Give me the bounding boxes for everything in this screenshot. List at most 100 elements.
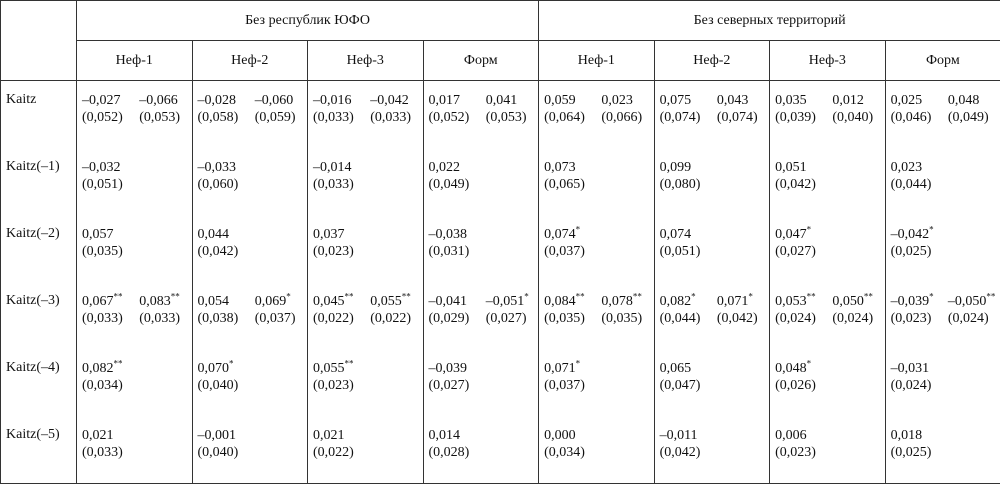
table-cell: 0,017 (0,052)	[423, 81, 481, 149]
standard-error: (0,064)	[544, 110, 585, 125]
standard-error: (0,035)	[544, 311, 585, 326]
table-cell	[481, 148, 539, 215]
coef-line: 0,065	[660, 360, 712, 377]
significance: **	[345, 291, 354, 301]
table-cell: –0,011(0,042)	[654, 416, 712, 484]
table-cell	[365, 349, 423, 416]
se-line: (0,024)	[891, 377, 943, 394]
table-cell: 0,035(0,039)	[770, 81, 828, 149]
se-line: (0,053)	[486, 109, 538, 126]
standard-error: (0,022)	[313, 311, 354, 326]
standard-error: (0,024)	[832, 311, 873, 326]
coefficient: –0,032	[82, 160, 121, 175]
se-line: (0,028)	[429, 444, 481, 461]
se-line: (0,029)	[429, 310, 481, 327]
table-cell: 0,044(0,042)	[192, 215, 250, 282]
coef-line: –0,014	[313, 159, 365, 176]
data-row: Kaitz(–3)0,067**(0,033)0,083**(0,033)0,0…	[1, 282, 1000, 349]
coefficient: –0,042	[891, 227, 930, 242]
se-line: (0,074)	[717, 109, 769, 126]
coef-line: 0,017	[429, 92, 481, 109]
coefficient: 0,018	[891, 428, 923, 443]
coefficient: 0,014	[429, 428, 461, 443]
standard-error: (0,027)	[429, 378, 470, 393]
coef-line: 0,018	[891, 427, 943, 444]
table-cell	[827, 148, 885, 215]
table-cell: 0,006(0,023)	[770, 416, 828, 484]
data-row: Kaitz(–1)–0,032(0,051)–0,033(0,060)–0,01…	[1, 148, 1000, 215]
coef-line: 0,099	[660, 159, 712, 176]
table-cell: 0,073(0,065)	[539, 148, 597, 215]
table-cell: 0,078**(0,035)	[596, 282, 654, 349]
standard-error: (0,047)	[660, 378, 701, 393]
coef-line: 0,053**	[775, 293, 827, 310]
coef-line: 0,012	[832, 92, 884, 109]
row-label: Kaitz(–2)	[1, 215, 77, 282]
coef-line: 0,021	[82, 427, 134, 444]
coefficient: 0,054	[198, 294, 230, 309]
coefficient: 0,023	[891, 160, 923, 175]
se-line: (0,064)	[544, 109, 596, 126]
table-cell: 0,023(0,066)	[596, 81, 654, 149]
standard-error: (0,034)	[544, 445, 585, 460]
standard-error: (0,037)	[255, 311, 296, 326]
row-label: Kaitz(–5)	[1, 416, 77, 484]
standard-error: (0,025)	[891, 244, 932, 259]
se-line: (0,042)	[660, 444, 712, 461]
table-cell: 0,051(0,042)	[770, 148, 828, 215]
table-cell: 0,069*(0,037)	[250, 282, 308, 349]
table-cell	[365, 148, 423, 215]
coefficient: 0,017	[429, 93, 461, 108]
coef-line: –0,042*	[891, 226, 943, 243]
coefficient: –0,028	[198, 93, 237, 108]
table-cell: –0,039*(0,023)	[885, 282, 943, 349]
coef-line: 0,037	[313, 226, 365, 243]
se-line: (0,024)	[948, 310, 1000, 327]
standard-error: (0,052)	[429, 110, 470, 125]
coef-line: –0,060	[255, 92, 307, 109]
standard-error: (0,051)	[82, 177, 123, 192]
coef-line: –0,027	[82, 92, 134, 109]
coefficient: 0,074	[544, 227, 576, 242]
row-label: Kaitz	[1, 81, 77, 149]
table-cell: 0,037(0,023)	[308, 215, 366, 282]
coefficient: 0,021	[82, 428, 114, 443]
coef-line: 0,041	[486, 92, 538, 109]
standard-error: (0,024)	[891, 378, 932, 393]
table-cell: –0,033(0,060)	[192, 148, 250, 215]
se-line: (0,022)	[313, 310, 365, 327]
coef-line: 0,000	[544, 427, 596, 444]
standard-error: (0,058)	[198, 110, 239, 125]
standard-error: (0,060)	[198, 177, 239, 192]
table-cell: –0,014(0,033)	[308, 148, 366, 215]
table-cell	[365, 416, 423, 484]
coef-line: –0,028	[198, 92, 250, 109]
table-cell	[827, 349, 885, 416]
model-header: Неф-2	[654, 41, 770, 81]
coefficient: 0,048	[948, 93, 980, 108]
table-cell: 0,054(0,038)	[192, 282, 250, 349]
se-line: (0,040)	[832, 109, 884, 126]
coefficient: 0,050	[832, 294, 864, 309]
significance: *	[524, 291, 529, 301]
significance: *	[748, 291, 753, 301]
standard-error: (0,053)	[139, 110, 180, 125]
table-cell: 0,075(0,074)	[654, 81, 712, 149]
standard-error: (0,066)	[601, 110, 642, 125]
coefficient: 0,045	[313, 294, 345, 309]
se-line: (0,033)	[139, 310, 191, 327]
table-cell	[481, 349, 539, 416]
standard-error: (0,049)	[948, 110, 989, 125]
table-cell: 0,055**(0,022)	[365, 282, 423, 349]
table-cell: 0,047*(0,027)	[770, 215, 828, 282]
significance: *	[691, 291, 696, 301]
coef-line: 0,083**	[139, 293, 191, 310]
standard-error: (0,074)	[717, 110, 758, 125]
significance: **	[633, 291, 642, 301]
coefficient: 0,006	[775, 428, 807, 443]
standard-error: (0,074)	[660, 110, 701, 125]
se-line: (0,040)	[198, 444, 250, 461]
